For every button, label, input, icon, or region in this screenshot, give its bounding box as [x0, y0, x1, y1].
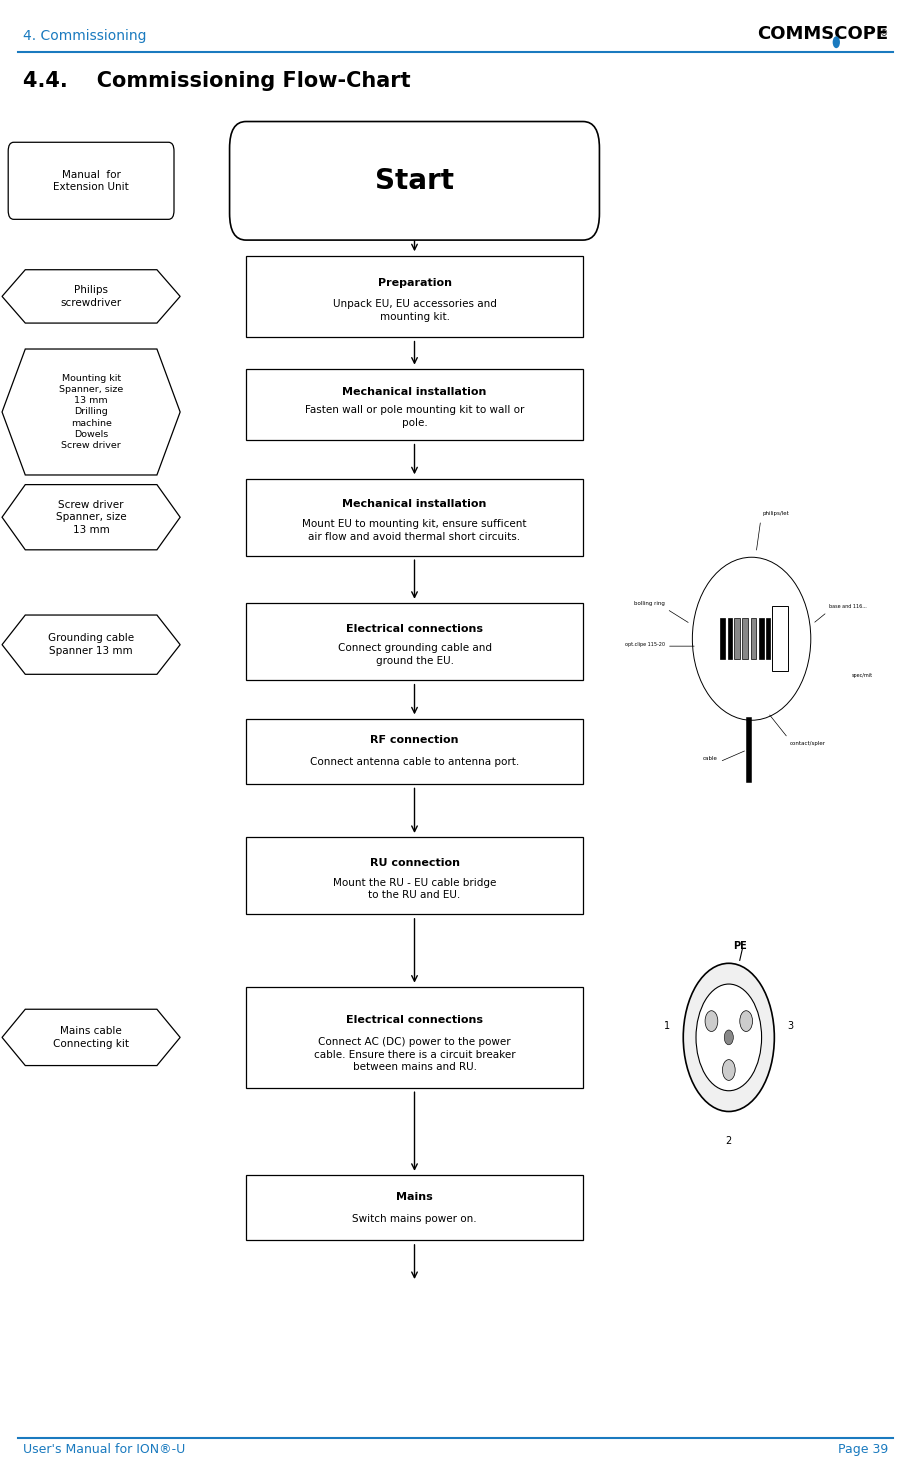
Circle shape [696, 984, 762, 1091]
FancyBboxPatch shape [230, 122, 599, 240]
Text: Electrical connections: Electrical connections [346, 624, 483, 634]
Text: Electrical connections: Electrical connections [346, 1015, 483, 1026]
Text: 2: 2 [726, 1137, 732, 1146]
Text: 4.4.    Commissioning Flow-Chart: 4.4. Commissioning Flow-Chart [23, 71, 410, 90]
Text: Page 39: Page 39 [838, 1443, 888, 1457]
Polygon shape [2, 1009, 180, 1066]
Text: Philips
screwdriver: Philips screwdriver [60, 285, 122, 308]
Polygon shape [2, 485, 180, 550]
Text: cable: cable [703, 756, 718, 762]
FancyBboxPatch shape [766, 618, 770, 659]
Polygon shape [2, 615, 180, 674]
Text: COMMSCOPE: COMMSCOPE [757, 25, 888, 43]
Text: Connect AC (DC) power to the power
cable. Ensure there is a circuit breaker
betw: Connect AC (DC) power to the power cable… [313, 1037, 516, 1073]
Text: ®: ® [880, 28, 888, 37]
Circle shape [740, 1011, 752, 1031]
Text: spec/mit: spec/mit [852, 673, 873, 679]
Text: Screw driver
Spanner, size
13 mm: Screw driver Spanner, size 13 mm [56, 499, 127, 535]
Polygon shape [2, 350, 180, 474]
Text: 3: 3 [788, 1021, 793, 1030]
FancyBboxPatch shape [246, 719, 583, 784]
FancyBboxPatch shape [728, 618, 732, 659]
Text: Grounding cable
Spanner 13 mm: Grounding cable Spanner 13 mm [48, 633, 134, 657]
FancyBboxPatch shape [8, 142, 174, 219]
Text: Mount EU to mounting kit, ensure sufficent
air flow and avoid thermal short circ: Mount EU to mounting kit, ensure suffice… [302, 519, 527, 542]
Text: Mounting kit
Spanner, size
13 mm
Drilling
machine
Dowels
Screw driver: Mounting kit Spanner, size 13 mm Drillin… [59, 373, 123, 451]
FancyBboxPatch shape [759, 618, 764, 659]
FancyBboxPatch shape [246, 1175, 583, 1240]
Text: Preparation: Preparation [377, 277, 452, 288]
Text: philips/let: philips/let [763, 511, 789, 516]
FancyBboxPatch shape [734, 618, 740, 659]
Text: RF connection: RF connection [370, 735, 459, 745]
Text: contact/spler: contact/spler [790, 741, 826, 745]
FancyBboxPatch shape [751, 618, 756, 659]
Text: Start: Start [375, 167, 454, 194]
Text: User's Manual for ION®-U: User's Manual for ION®-U [23, 1443, 185, 1457]
Text: Mount the RU - EU cable bridge
to the RU and EU.: Mount the RU - EU cable bridge to the RU… [333, 877, 496, 901]
Text: Mains: Mains [396, 1192, 433, 1202]
Text: Connect antenna cable to antenna port.: Connect antenna cable to antenna port. [310, 757, 519, 768]
Text: Fasten wall or pole mounting kit to wall or
pole.: Fasten wall or pole mounting kit to wall… [305, 405, 524, 428]
Text: base and 116...: base and 116... [829, 605, 866, 609]
Circle shape [722, 1060, 735, 1080]
Text: RU connection: RU connection [370, 858, 459, 868]
Text: Mechanical installation: Mechanical installation [343, 499, 486, 510]
FancyBboxPatch shape [772, 606, 788, 671]
FancyBboxPatch shape [246, 603, 583, 680]
Text: bolling ring: bolling ring [634, 602, 665, 606]
Text: Switch mains power on.: Switch mains power on. [353, 1214, 476, 1224]
FancyBboxPatch shape [246, 479, 583, 556]
Text: Unpack EU, EU accessories and
mounting kit.: Unpack EU, EU accessories and mounting k… [333, 299, 496, 322]
Text: 1: 1 [664, 1021, 670, 1030]
FancyBboxPatch shape [720, 618, 725, 659]
Text: Manual  for
Extension Unit: Manual for Extension Unit [53, 169, 129, 193]
FancyBboxPatch shape [742, 618, 748, 659]
FancyBboxPatch shape [246, 837, 583, 914]
Text: 4. Commissioning: 4. Commissioning [23, 30, 147, 43]
FancyBboxPatch shape [246, 255, 583, 338]
FancyBboxPatch shape [246, 987, 583, 1088]
Polygon shape [2, 270, 180, 323]
Text: opt.clipe 115-20: opt.clipe 115-20 [625, 642, 665, 648]
Circle shape [833, 36, 840, 47]
Text: Connect grounding cable and
ground the EU.: Connect grounding cable and ground the E… [337, 643, 492, 667]
Text: Mechanical installation: Mechanical installation [343, 387, 486, 397]
Circle shape [705, 1011, 718, 1031]
Text: PE: PE [732, 941, 747, 951]
FancyBboxPatch shape [246, 369, 583, 440]
Circle shape [683, 963, 774, 1112]
Text: Mains cable
Connecting kit: Mains cable Connecting kit [53, 1026, 129, 1049]
Circle shape [724, 1030, 733, 1045]
